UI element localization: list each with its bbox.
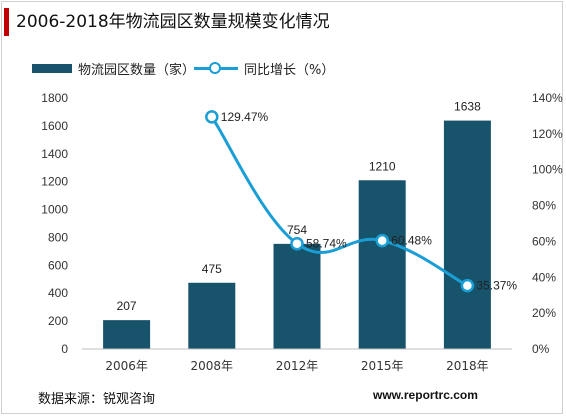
legend-item-bar: 物流园区数量（家） (32, 58, 195, 78)
y-left-tick-label: 200 (48, 314, 68, 328)
y-left-tick-label: 400 (48, 286, 68, 300)
x-tick-label: 2008年 (191, 359, 234, 373)
y-right-tick-label: 100% (532, 163, 563, 177)
y-left-tick-label: 600 (48, 258, 68, 272)
x-tick-label: 2018年 (446, 359, 489, 373)
bar-value-label: 475 (202, 262, 222, 276)
bar-value-label: 754 (287, 223, 307, 237)
y-right-tick-label: 0% (532, 342, 550, 356)
bar-value-label: 1638 (454, 100, 481, 114)
growth-point (460, 278, 475, 293)
growth-value-label: 58.74% (306, 237, 347, 251)
growth-value-label: 60.48% (391, 234, 432, 248)
legend-line-swatch (194, 62, 238, 74)
y-right-tick-label: 40% (532, 270, 556, 284)
growth-value-label: 129.47% (221, 110, 269, 124)
growth-point (205, 110, 219, 124)
legend-line-label: 同比增长（%） (244, 62, 335, 78)
y-left-tick-label: 1800 (41, 91, 68, 105)
bar (358, 180, 406, 349)
bar (103, 320, 151, 349)
bar-value-label: 207 (117, 299, 137, 313)
legend-item-line: 同比增长（%） (194, 58, 334, 78)
y-right-tick-label: 60% (532, 234, 556, 248)
chart-title: 2006-2018年物流园区数量规模变化情况 (16, 12, 330, 32)
growth-point (290, 236, 304, 251)
y-left-tick-label: 800 (48, 230, 68, 244)
y-left-tick-label: 0 (61, 342, 68, 356)
bar (188, 282, 236, 349)
legend-bar-label: 物流园区数量（家） (78, 62, 196, 78)
legend-bar-swatch (32, 63, 72, 73)
growth-line (210, 116, 469, 287)
x-tick-label: 2012年 (276, 359, 319, 373)
x-tick-label: 2006年 (105, 359, 148, 373)
y-left-tick-label: 1600 (41, 119, 68, 133)
website-url: www.reportrc.com (373, 388, 478, 402)
x-tick-label: 2015年 (361, 359, 404, 373)
bar (273, 243, 321, 349)
y-right-tick-label: 140% (532, 91, 563, 105)
y-left-tick-label: 1400 (41, 147, 68, 161)
y-right-tick-label: 120% (532, 127, 563, 141)
title-accent-bar (4, 8, 9, 36)
y-left-tick-label: 1000 (41, 203, 68, 217)
growth-point (375, 233, 389, 248)
y-right-tick-label: 20% (532, 306, 556, 320)
growth-value-label: 35.37% (476, 279, 517, 293)
y-right-tick-label: 80% (532, 199, 556, 213)
bar (443, 120, 491, 349)
y-left-tick-label: 1200 (41, 175, 68, 189)
bar-value-label: 1210 (369, 159, 396, 173)
data-source: 数据来源：锐观咨询 (38, 392, 156, 407)
